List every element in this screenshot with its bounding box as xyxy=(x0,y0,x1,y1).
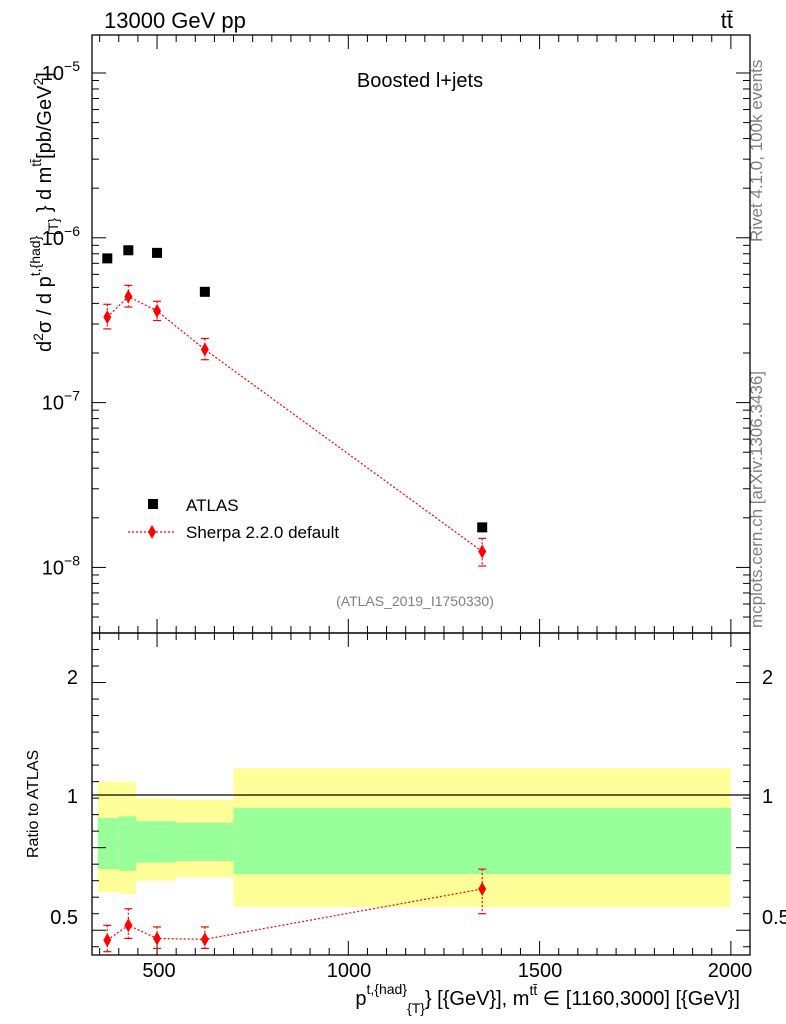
legend-sherpa-marker xyxy=(148,525,156,539)
ratio-ytick-1-left: 1 xyxy=(67,786,78,808)
rivet-label: Rivet 4.1.0, 100k events xyxy=(747,60,766,242)
xtick-2000: 2000 xyxy=(708,960,753,982)
xtick-1500: 1500 xyxy=(518,960,563,982)
ratio-band-inner xyxy=(176,822,234,861)
ratio-ytick-2-left: 2 xyxy=(67,667,78,689)
analysis-label: (ATLAS_2019_I1750330) xyxy=(336,593,494,609)
atlas-point xyxy=(152,247,163,258)
atlas-point xyxy=(102,253,113,264)
plot-title: Boosted l+jets xyxy=(357,70,483,92)
legend: ATLAS Sherpa 2.2.0 default xyxy=(128,496,339,542)
ratio-y-axis-label: Ratio to ATLAS xyxy=(25,750,42,858)
process-label: tt̄ xyxy=(721,8,733,33)
main-ytick-label: 10−8 xyxy=(42,552,80,579)
energy-label: 13000 GeV pp xyxy=(104,8,246,33)
atlas-point xyxy=(477,522,488,533)
x-axis-label: pt,{had}{T}} [{GeV}], mtt̄ ∈ [1160,3000]… xyxy=(355,981,740,1016)
main-ytick-label: 10−6 xyxy=(42,223,80,250)
sherpa-point xyxy=(478,544,487,559)
ratio-ytick-05-left: 0.5 xyxy=(50,907,78,929)
legend-sherpa-label: Sherpa 2.2.0 default xyxy=(186,523,339,542)
mcplots-label: mcplots.cern.ch [arXiv:1306.3436] xyxy=(747,371,766,628)
ratio-sherpa-point xyxy=(153,931,162,946)
ratio-sherpa-point xyxy=(103,933,112,948)
main-data-marks xyxy=(102,245,488,567)
main-plot-panel: 10−8 10−7 10−6 10−5 Boosted l+jets (ATLAS_2… xyxy=(27,34,751,634)
ratio-frame xyxy=(91,632,751,956)
main-ytick-label: 10−5 xyxy=(42,58,80,85)
sherpa-point xyxy=(124,289,133,304)
ratio-plot-panel: 2 1 0.5 2 1 0.5 Ratio to ATLAS 500 1000 … xyxy=(25,632,786,1016)
atlas-point xyxy=(123,245,134,256)
main-frame xyxy=(91,34,751,634)
ratio-sherpa-point xyxy=(200,932,209,947)
ratio-sherpa-point xyxy=(478,881,487,896)
main-ytick-label: 10−7 xyxy=(42,388,80,415)
ratio-band-inner xyxy=(135,821,177,863)
ratio-band-inner xyxy=(97,817,119,870)
ratio-uncertainty-bands xyxy=(97,768,731,908)
ratio-sherpa-point xyxy=(124,918,133,933)
xtick-1000: 1000 xyxy=(327,960,372,982)
main-axis-ticks xyxy=(92,35,751,634)
main-y-axis-label: d2σ / d pt,{had}{T} } d mtt̄[pb/GeV2] xyxy=(27,72,61,352)
ratio-band-inner xyxy=(233,808,731,875)
ratio-data-marks xyxy=(103,868,487,953)
atlas-point xyxy=(199,286,210,297)
ratio-ytick-05-right: 0.5 xyxy=(762,907,786,929)
ratio-band-inner xyxy=(118,816,136,871)
sherpa-line xyxy=(106,295,483,552)
sherpa-point xyxy=(200,342,209,357)
legend-atlas-label: ATLAS xyxy=(186,496,239,515)
ratio-ytick-2-right: 2 xyxy=(762,667,773,689)
ratio-ytick-1-right: 1 xyxy=(762,786,773,808)
sherpa-point xyxy=(153,303,162,318)
sherpa-point xyxy=(103,310,112,325)
xtick-500: 500 xyxy=(142,960,175,982)
main-y-tick-labels: 10−8 10−7 10−6 10−5 xyxy=(42,58,80,579)
legend-atlas-marker xyxy=(148,499,158,509)
